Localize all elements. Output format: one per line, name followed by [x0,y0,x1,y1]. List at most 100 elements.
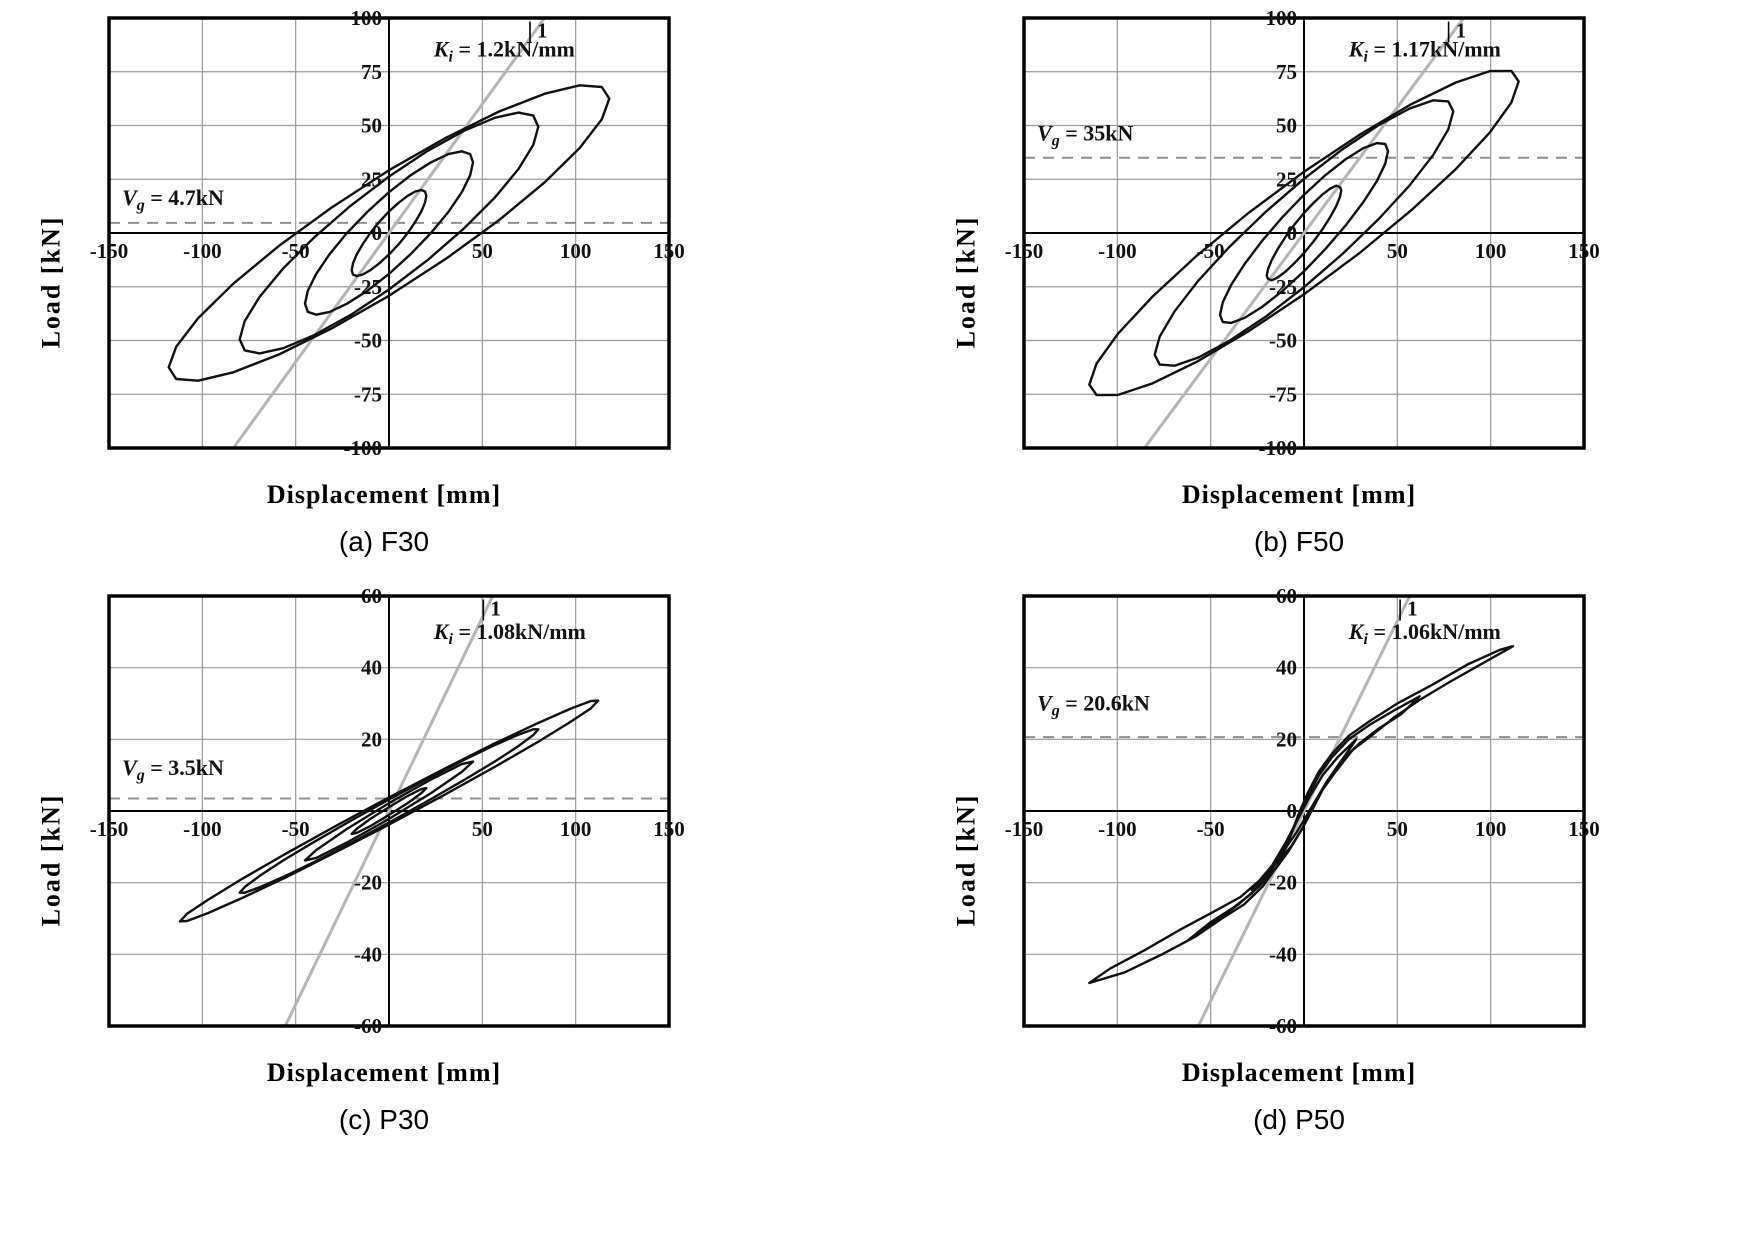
slope-one-label: 1 [1407,597,1418,621]
x-axis-title: Displacement [mm] [266,1058,502,1087]
y-tick-label: 0 [372,221,383,245]
y-tick-label: -75 [1269,382,1297,406]
y-tick-label: 60 [1276,584,1297,608]
y-tick-label: 50 [1276,114,1297,138]
y-tick-label: 75 [361,60,382,84]
hysteresis-loop [178,699,600,923]
y-tick-label: 25 [1276,167,1297,191]
hysteresis-loop [1250,738,1358,891]
x-tick-label: 150 [653,817,685,841]
x-tick-label: -100 [183,817,222,841]
chart-caption: (c) P30 [338,1104,430,1135]
x-tick-label: 100 [1475,817,1507,841]
x-tick-label: 100 [1475,239,1507,263]
ki-label: Ki = 1.08kN/mm [433,619,586,648]
y-tick-label: -25 [1269,275,1297,299]
y-axis-title: Load [kN] [28,6,74,558]
x-tick-label: -50 [282,817,310,841]
hysteresis-loop [1265,184,1343,282]
y-tick-label: -60 [354,1014,382,1038]
x-tick-label: -50 [1197,239,1225,263]
x-tick-label: 50 [472,817,493,841]
ki-label: Ki = 1.17kN/mm [1348,37,1501,66]
y-axis-title-text: Load [kN] [36,215,66,349]
hysteresis-loop [1153,99,1455,367]
y-tick-label: -60 [1269,1014,1297,1038]
x-tick-label: 150 [653,239,685,263]
plot-border [1022,594,1586,1028]
x-axis-title: Displacement [mm] [266,480,502,509]
y-tick-label: -100 [344,436,383,460]
plot-border [107,16,671,450]
x-tick-label: 50 [1387,817,1408,841]
y-tick-label: 60 [361,584,382,608]
x-tick-label: 150 [1568,239,1600,263]
y-tick-label: 0 [1287,221,1298,245]
x-tick-label: 50 [1387,239,1408,263]
y-tick-label: -40 [354,942,382,966]
y-axis-title: Load [kN] [943,6,989,558]
y-tick-label: -50 [354,329,382,353]
slope-one-label: 1 [1456,19,1467,43]
plot-area-c: 1 -150 -100 -50 50 100 150 60 40 20 -20 -40 -60 Ki = … [90,584,685,1038]
x-tick-label: 150 [1568,817,1600,841]
y-tick-label: 40 [1276,656,1297,680]
x-tick-label: -50 [1197,817,1225,841]
y-tick-label: 100 [351,6,383,30]
ki-label: Ki = 1.06kN/mm [1348,619,1501,648]
chart-caption: (d) P50 [1253,1104,1345,1135]
y-tick-label: -25 [354,275,382,299]
plot-area-a: 1 -150 -100 -50 50 100 150 100 75 50 25 0 -25 -50 -75 -… [90,6,685,460]
x-tick-label: -150 [1005,239,1044,263]
slope-one-label: 1 [490,597,501,621]
y-tick-label: -40 [1269,942,1297,966]
x-tick-label: -150 [90,239,129,263]
slope-one-label: 1 [537,19,548,43]
y-axis-title-text: Load [kN] [951,793,981,927]
y-tick-label: 100 [1266,6,1298,30]
vg-label: Vg = 20.6kN [1037,691,1150,720]
y-tick-label: -75 [354,382,382,406]
y-tick-label: 40 [361,656,382,680]
hysteresis-loop [350,188,428,278]
plot-border [107,594,671,1028]
x-tick-label: -150 [1005,817,1044,841]
ki-label: Ki = 1.2kN/mm [433,37,575,66]
y-tick-label: 0 [1287,799,1298,823]
y-tick-label: 25 [361,167,382,191]
ki-line [283,595,495,1027]
x-tick-label: 100 [560,817,592,841]
y-tick-label: 20 [361,727,382,751]
x-tick-label: 50 [472,239,493,263]
ki-line [1196,595,1412,1027]
hysteresis-loop [1187,695,1421,942]
chart-panel-c: Load [kN] 1 -150 -100 -50 50 100 150 60 40 20 -20 -… [28,584,773,1136]
y-tick-label: -50 [1269,329,1297,353]
figure-grid: Load [kN] 1 -150 -100 -50 50 100 150 100 75 50 25 0… [28,6,1688,1136]
vg-label: Vg = 4.7kN [122,185,224,214]
hysteresis-loop [303,150,475,316]
y-axis-title: Load [kN] [28,584,74,1136]
hysteresis-loop [1218,141,1390,325]
vg-label: Vg = 3.5kN [122,755,224,784]
hysteresis-loop [238,728,540,894]
x-tick-label: -150 [90,817,129,841]
y-tick-label: 50 [361,114,382,138]
chart-panel-a: Load [kN] 1 -150 -100 -50 50 100 150 100 75 50 25 0… [28,6,773,558]
y-axis-title: Load [kN] [943,584,989,1136]
hysteresis-loop [1088,69,1520,397]
x-tick-label: 100 [560,239,592,263]
ki-line [1143,17,1465,449]
ki-line [232,17,546,449]
x-tick-label: -50 [282,239,310,263]
plot-border [1022,16,1586,450]
chart-panel-d: Load [kN] 1 -150 -100 -50 50 100 150 60 40 20 0 -20… [943,584,1688,1136]
x-tick-label: -100 [183,239,222,263]
x-axis-title: Displacement [mm] [1181,1058,1417,1087]
chart-caption: (b) F50 [1253,526,1345,557]
hysteresis-loop [238,111,540,355]
y-tick-label: -20 [1269,871,1297,895]
y-axis-title-text: Load [kN] [36,793,66,927]
x-tick-label: -100 [1098,817,1137,841]
chart-caption: (a) F30 [338,526,430,557]
